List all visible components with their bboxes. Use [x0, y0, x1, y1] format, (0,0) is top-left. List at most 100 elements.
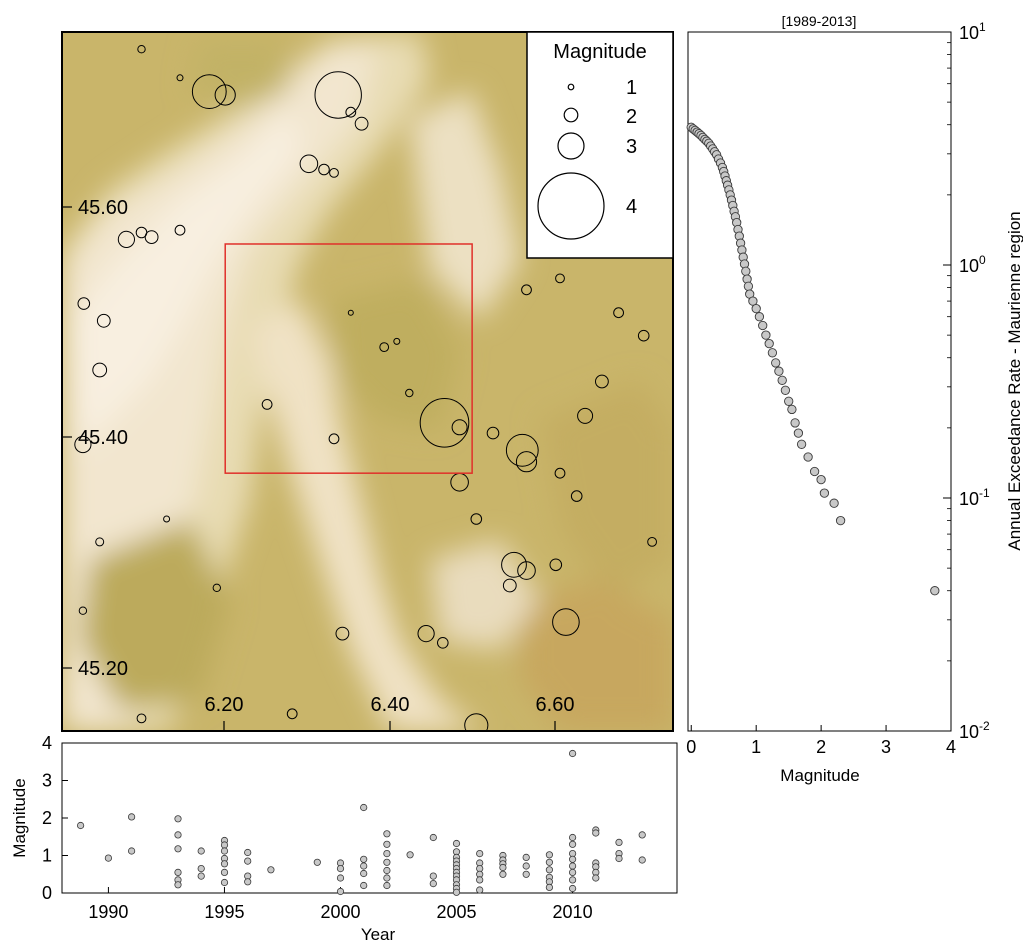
exceedance-point — [774, 366, 784, 376]
map-lon-tick-label: 6.20 — [205, 694, 244, 716]
exceedance-point — [787, 404, 797, 415]
earthquake-marker — [552, 608, 580, 636]
exceedance-point — [764, 338, 774, 349]
exceedance-point — [751, 303, 761, 314]
earthquake-marker — [577, 407, 594, 424]
timeseries-point — [499, 870, 507, 878]
exceedance-x-tick-label: 1 — [751, 737, 761, 757]
legend-label: 1 — [626, 77, 637, 99]
earthquake-marker — [345, 106, 357, 118]
timeseries-point — [77, 821, 85, 830]
exceedance-point — [758, 320, 768, 331]
earthquake-marker — [92, 362, 108, 378]
timeseries-point — [568, 868, 577, 877]
timeseries-point — [220, 841, 229, 849]
earthquake-marker — [354, 116, 369, 131]
earthquake-events — [74, 45, 657, 731]
timeseries-point — [452, 888, 461, 896]
legend-title: Magnitude — [553, 41, 646, 63]
timeseries-point — [336, 874, 345, 882]
earthquake-marker — [502, 578, 517, 593]
earthquake-marker — [261, 399, 273, 410]
exceedance-point — [819, 488, 830, 498]
timeseries-point — [220, 868, 229, 877]
timeseries-point — [174, 845, 182, 853]
exceedance-plot-frame — [687, 31, 952, 732]
exceedance-point — [754, 312, 765, 322]
exceedance-point — [796, 439, 807, 449]
earthquake-marker — [95, 537, 105, 547]
exceedance-point — [780, 385, 791, 395]
timeseries-point — [615, 854, 623, 863]
timeseries-point — [220, 847, 229, 855]
exceedance-panel: [1989-2013] 10-2 10-1 100 101 0 1 2 3 4 Magnitu… — [686, 13, 1023, 785]
timeseries-point — [568, 833, 577, 842]
earthquake-marker — [405, 388, 414, 398]
earthquake-marker — [212, 583, 222, 592]
earthquake-marker — [335, 626, 350, 641]
earthquake-marker — [163, 515, 171, 523]
timeseries-point — [592, 829, 600, 837]
timeseries-y-tick-label: 0 — [42, 883, 52, 903]
timeseries-point — [360, 862, 368, 870]
timeseries-point — [174, 881, 182, 889]
timeseries-y-tick-label: 2 — [42, 808, 52, 828]
timeseries-point — [383, 866, 391, 875]
timeseries-point — [568, 840, 577, 848]
exceedance-points — [686, 122, 940, 596]
legend-label: 4 — [626, 196, 637, 218]
exceedance-point — [809, 466, 820, 477]
timeseries-point — [522, 853, 530, 862]
timeseries-point — [383, 840, 391, 848]
exceedance-point — [829, 498, 839, 508]
timeseries-x-ticks: 1990 1995 2000 2005 2010 — [88, 887, 593, 922]
magnitude-legend: Magnitude 1 2 3 4 — [526, 31, 674, 259]
earthquake-marker — [78, 606, 88, 615]
earthquake-marker — [613, 307, 624, 319]
timeseries-point — [197, 872, 205, 880]
earthquake-marker — [77, 297, 91, 310]
terrain-relief — [62, 32, 673, 731]
earthquake-marker — [437, 637, 449, 649]
timeseries-point — [174, 815, 182, 823]
exceedance-point — [816, 474, 826, 485]
exceedance-point — [741, 266, 751, 276]
timeseries-point — [476, 886, 484, 894]
timeseries-y-tick-label: 3 — [42, 771, 52, 791]
timeseries-point — [336, 864, 345, 873]
earthquake-marker — [318, 163, 330, 176]
timeseries-point — [336, 887, 345, 896]
earthquake-marker — [505, 433, 539, 467]
exceedance-x-tick-label: 4 — [946, 737, 956, 757]
timeseries-x-tick-label: 2005 — [437, 902, 477, 922]
exceedance-x-tick-label: 3 — [881, 737, 891, 757]
exceedance-point — [748, 296, 758, 306]
earthquake-marker — [347, 309, 354, 316]
map-lon-ticks: 6.20 6.40 6.60 — [205, 694, 574, 731]
exceedance-y-tick-label: 101 — [959, 20, 986, 43]
earthquake-marker — [286, 708, 298, 720]
earthquake-marker — [417, 625, 435, 643]
timeseries-point — [429, 879, 437, 888]
exceedance-y-tick-label: 10-1 — [959, 486, 990, 509]
map-lat-tick-label: 45.40 — [78, 427, 128, 449]
timeseries-point — [545, 883, 554, 892]
earthquake-marker — [464, 713, 489, 731]
timeseries-point — [383, 830, 391, 838]
earthquake-marker — [379, 342, 390, 353]
earthquake-marker — [555, 273, 565, 284]
earthquake-marker — [174, 224, 186, 236]
timeseries-point — [267, 866, 275, 874]
timeseries-y-tick-label: 1 — [42, 846, 52, 866]
exceedance-x-axis-label: Magnitude — [780, 766, 859, 785]
earthquake-marker — [176, 74, 184, 82]
timeseries-point — [360, 881, 368, 890]
earthquake-marker — [328, 433, 340, 445]
earthquake-marker — [74, 435, 92, 454]
earthquake-marker — [137, 45, 146, 54]
exceedance-point — [835, 515, 846, 526]
exceedance-y-axis-label: Annual Exceedance Rate - Maurienne regio… — [1005, 211, 1023, 550]
timeseries-point — [429, 872, 437, 880]
earthquake-marker — [96, 313, 111, 328]
